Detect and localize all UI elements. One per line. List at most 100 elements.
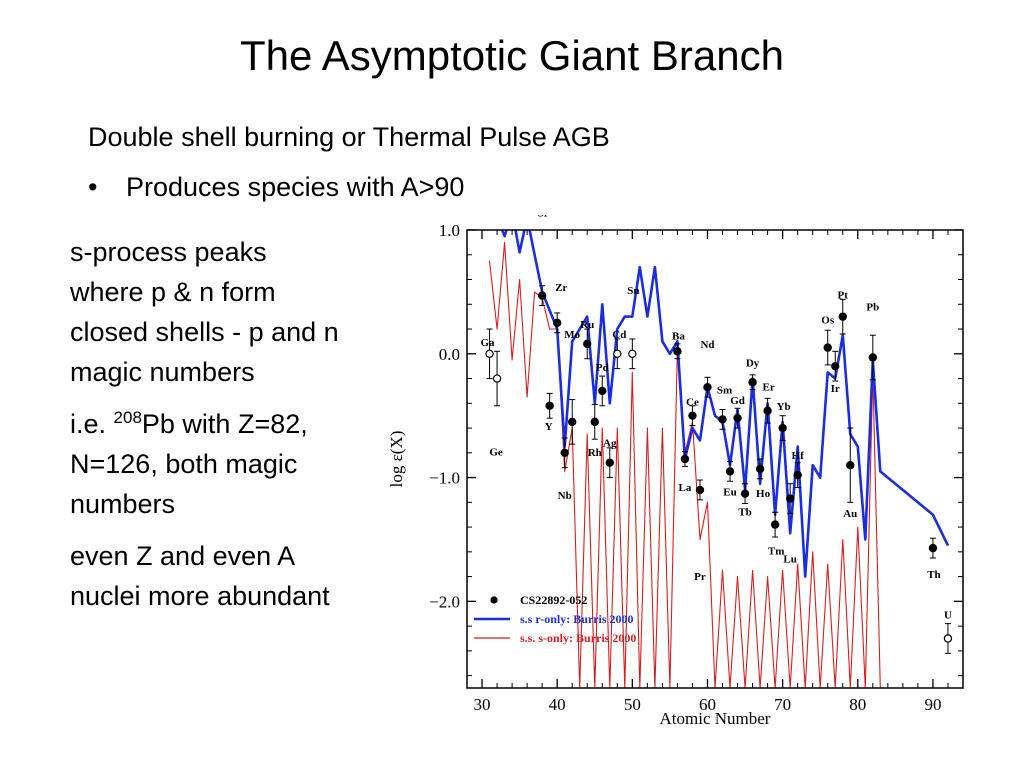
element-label: Tb xyxy=(738,507,751,519)
element-label: Ru xyxy=(580,319,594,331)
element-point-mo: Mo xyxy=(564,329,581,445)
element-point-nb: Nb xyxy=(558,437,572,502)
element-point-ga: Ga xyxy=(481,328,496,380)
element-label: Hf xyxy=(792,450,805,462)
data-marker xyxy=(838,312,847,321)
data-marker xyxy=(718,415,727,424)
element-label: U xyxy=(944,609,952,621)
element-point-ba: Ba xyxy=(672,330,685,360)
element-point-lu: Lu xyxy=(783,483,797,566)
axes: 30 40 50 60 70 80 90 1.0 0.0 −1.0 −2.0 xyxy=(429,221,963,714)
data-marker xyxy=(785,494,795,503)
slide-subtitle: Double shell burning or Thermal Pulse AG… xyxy=(88,122,610,152)
element-point-ge: Ge xyxy=(489,350,503,459)
data-marker xyxy=(763,406,772,415)
element-point-yb: Yb xyxy=(777,401,791,441)
data-marker xyxy=(552,318,562,328)
element-point-ho: Ho xyxy=(755,458,771,500)
data-marker xyxy=(537,291,547,300)
element-label: Mo xyxy=(564,329,580,341)
legend-marker-observed xyxy=(490,596,498,604)
element-label: Gd xyxy=(730,395,745,407)
element-point-au: Au xyxy=(843,427,857,520)
element-point-pd: Pd xyxy=(596,362,609,407)
element-label: Os xyxy=(821,315,835,327)
element-label: Au xyxy=(843,508,857,520)
data-marker xyxy=(793,470,802,480)
data-marker xyxy=(590,417,599,427)
y-tick-label: 1.0 xyxy=(439,221,460,240)
element-point-pt: Pt xyxy=(838,290,849,335)
x-axis-label: Atomic Number xyxy=(660,709,771,728)
data-marker xyxy=(560,448,569,458)
data-marker xyxy=(831,361,840,371)
element-label: Dy xyxy=(746,357,760,369)
element-label: Ba xyxy=(672,330,685,342)
magic-numbers-paragraph: s-process peaks where p & n form closed … xyxy=(70,237,339,387)
element-point-zr: Zr xyxy=(552,282,567,334)
y-axis-label: log ε(X) xyxy=(387,431,406,488)
legend: CS22892-052 s.s r-only: Burris 2000 s.s. s… xyxy=(474,593,636,645)
x-tick-label-70: 70 xyxy=(774,695,791,714)
x-tick-label-60: 60 xyxy=(699,695,716,714)
element-label: Cd xyxy=(612,329,626,341)
element-label: Pr xyxy=(694,571,706,583)
data-marker xyxy=(733,413,742,423)
legend-label-s-only: s.s. s-only: Burris 2000 xyxy=(520,631,636,645)
element-label: Nd xyxy=(700,339,714,351)
x-tick-label-90: 90 xyxy=(924,695,941,714)
y-tick-label: 0.0 xyxy=(439,345,460,364)
element-point-sm: Sm xyxy=(717,384,732,430)
element-label: Ir xyxy=(831,383,840,395)
element-point-eu: Eu xyxy=(723,460,737,498)
plot-frame xyxy=(466,229,964,689)
y-tick-label: −1.0 xyxy=(429,469,460,488)
data-marker xyxy=(492,374,502,383)
element-point-os: Os xyxy=(821,315,835,366)
element-label: Eu xyxy=(723,486,736,498)
data-marker xyxy=(748,378,757,387)
data-marker xyxy=(680,454,690,464)
data-marker xyxy=(823,343,832,352)
element-point-y: Y xyxy=(545,392,554,433)
data-marker xyxy=(695,485,705,495)
element-label: Y xyxy=(545,421,553,433)
element-point-th: Th xyxy=(927,537,941,581)
element-label: Th xyxy=(927,569,940,581)
data-marker xyxy=(583,339,592,349)
lead-mass-number: 208 xyxy=(113,408,142,427)
element-label: Er xyxy=(762,382,774,394)
element-label: Sn xyxy=(627,285,639,297)
element-label: La xyxy=(679,482,692,494)
x-tick-label-80: 80 xyxy=(849,695,866,714)
data-marker xyxy=(688,411,697,420)
element-point-cd: Cd xyxy=(612,329,626,370)
element-label: Rh xyxy=(588,447,602,459)
element-point-sn: Sn xyxy=(627,285,639,370)
data-marker xyxy=(673,347,682,356)
element-point-gd: Gd xyxy=(730,395,745,429)
data-marker xyxy=(628,349,637,358)
data-marker xyxy=(568,417,577,427)
data-marker xyxy=(545,401,554,410)
legend-label-r-only: s.s r-only: Burris 2000 xyxy=(520,612,634,626)
data-marker xyxy=(755,464,765,474)
y-tick-label: −2.0 xyxy=(429,592,460,611)
element-point-hf: Hf xyxy=(792,450,805,488)
element-label: Sm xyxy=(717,384,732,396)
lead-rest: Pb with Z=82, N=126, both magic numbers xyxy=(70,409,308,519)
element-label: Ho xyxy=(756,488,771,500)
element-label: Yb xyxy=(777,401,791,413)
data-marker xyxy=(740,489,750,498)
element-label: Zr xyxy=(555,282,567,294)
element-point-pr: Pr xyxy=(694,479,706,583)
element-point-ir: Ir xyxy=(831,350,840,395)
data-marker xyxy=(778,423,787,433)
element-label: Ag xyxy=(603,438,617,450)
legend-label-observed: CS22892-052 xyxy=(520,593,587,607)
element-point-sr: Sr xyxy=(537,215,549,307)
bullet-text: Produces species with A>90 xyxy=(126,172,465,202)
element-label: Pt xyxy=(838,290,849,302)
element-label: Ga xyxy=(481,337,496,349)
